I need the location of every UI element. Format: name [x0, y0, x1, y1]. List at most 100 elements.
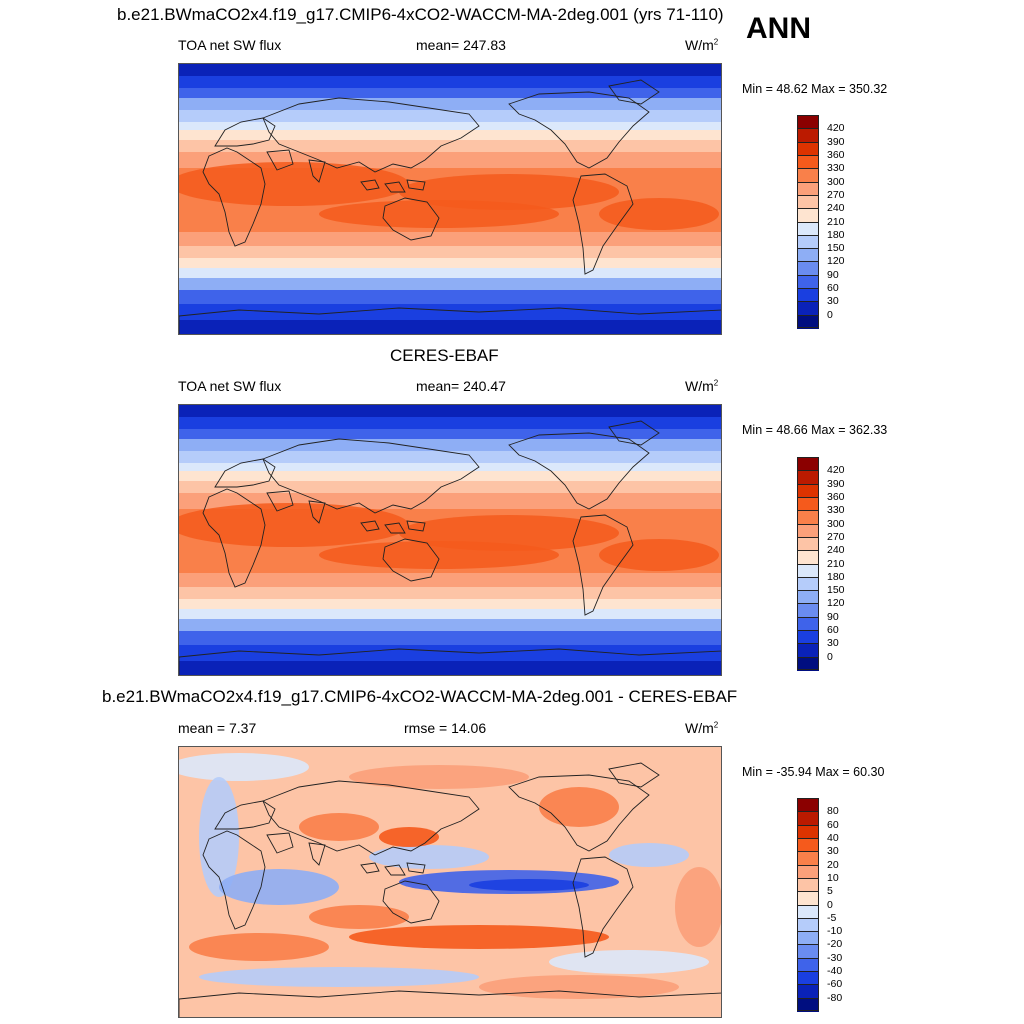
season-label: ANN [746, 12, 811, 45]
colorbar-tick-label: 90 [827, 610, 839, 623]
colorbar-swatch [797, 917, 819, 932]
colorbar-tick-label: 0 [827, 308, 833, 321]
coastline [214, 458, 276, 488]
colorbar-tick-label: 300 [827, 517, 845, 530]
colorbar-tick-label: 270 [827, 530, 845, 543]
panel3-title: b.e21.BWmaCO2x4.f19_g17.CMIP6-4xCO2-WACC… [102, 687, 738, 706]
field-band [179, 645, 721, 661]
colorbar-tick-label: -30 [827, 951, 843, 964]
field-band [179, 405, 721, 417]
colorbar-swatch [797, 904, 819, 919]
field-band [179, 619, 721, 631]
colorbar-tick-label: 330 [827, 504, 845, 517]
colorbar-swatch [797, 984, 819, 999]
colorbar-swatch [797, 851, 819, 866]
coastline [262, 438, 480, 514]
field-band [179, 64, 721, 76]
colorbar-tick-label: 300 [827, 175, 845, 188]
panel1-mean-label: mean= 247.83 [416, 37, 506, 53]
coastline [360, 520, 426, 534]
panel1-map [178, 63, 722, 335]
panel3-colorbar [797, 798, 819, 1012]
field-core [179, 503, 409, 547]
field-band [179, 140, 721, 152]
colorbar-swatch [797, 483, 819, 498]
colorbar-swatch [797, 957, 819, 972]
field-core [179, 162, 409, 206]
coastline [572, 514, 634, 616]
panel1-variable-label: TOA net SW flux [178, 37, 282, 53]
colorbar-swatch [797, 811, 819, 826]
field-core [599, 539, 719, 571]
colorbar-tick-label: 210 [827, 215, 845, 228]
colorbar-tick-label: 420 [827, 122, 845, 135]
field-band [179, 463, 721, 471]
field-anomaly [609, 843, 689, 867]
colorbar-swatch [797, 590, 819, 605]
panel3-map [178, 746, 722, 1018]
colorbar-tick-label: 80 [827, 805, 839, 818]
field-band [179, 481, 721, 493]
field-anomaly [379, 827, 439, 847]
field-band [179, 573, 721, 587]
field-band [179, 88, 721, 98]
coastline [360, 862, 426, 876]
coastline [572, 173, 634, 275]
coastline [262, 97, 480, 173]
coastline [179, 648, 721, 675]
colorbar-tick-label: 10 [827, 871, 839, 884]
field-band [179, 417, 721, 429]
colorbar-tick-label: 120 [827, 255, 845, 268]
colorbar-swatch [797, 168, 819, 183]
colorbar-tick-label: 330 [827, 162, 845, 175]
field-anomaly [469, 879, 589, 891]
colorbar-tick-label: 390 [827, 477, 845, 490]
colorbar-swatch [797, 616, 819, 631]
field-band [179, 661, 721, 675]
field-band [179, 98, 721, 110]
colorbar-swatch [797, 181, 819, 196]
field-band [179, 451, 721, 463]
colorbar-swatch [797, 971, 819, 986]
colorbar-swatch [797, 523, 819, 538]
colorbar-tick-label: 90 [827, 268, 839, 281]
coastline [508, 91, 650, 169]
coastline [179, 990, 721, 1017]
field-band [179, 130, 721, 140]
colorbar-swatch [797, 891, 819, 906]
colorbar-tick-label: 60 [827, 282, 839, 295]
colorbar-swatch [797, 510, 819, 525]
colorbar-swatch [797, 470, 819, 485]
field-band [179, 278, 721, 290]
field-band [179, 110, 721, 122]
coastline [179, 307, 721, 334]
field-anomaly [189, 933, 329, 961]
field-band [179, 587, 721, 599]
colorbar-tick-label: 390 [827, 135, 845, 148]
field-band [179, 290, 721, 304]
coastline [202, 147, 266, 247]
coastline [202, 830, 266, 930]
colorbar-swatch [797, 864, 819, 879]
field-anomaly [199, 967, 479, 987]
colorbar-tick-label: 30 [827, 295, 839, 308]
colorbar-swatch [797, 877, 819, 892]
colorbar-tick-label: 150 [827, 242, 845, 255]
field-anomaly [299, 813, 379, 841]
panel2-minmax: Min = 48.66 Max = 362.33 [742, 423, 888, 437]
field-band [179, 631, 721, 645]
field-anomaly [675, 867, 721, 947]
field-anomaly [349, 765, 529, 789]
coastline [202, 488, 266, 588]
coastline [308, 159, 326, 183]
colorbar-tick-label: 20 [827, 858, 839, 871]
coastline [382, 880, 440, 924]
colorbar-swatch [797, 154, 819, 169]
colorbar-tick-label: 0 [827, 650, 833, 663]
colorbar-tick-label: 40 [827, 831, 839, 844]
panel3-mean-label: mean = 7.37 [178, 720, 257, 736]
field-core [319, 200, 559, 228]
field-anomaly [479, 975, 679, 999]
colorbar-swatch [797, 234, 819, 249]
panel3-rmse-label: rmse = 14.06 [404, 720, 487, 736]
